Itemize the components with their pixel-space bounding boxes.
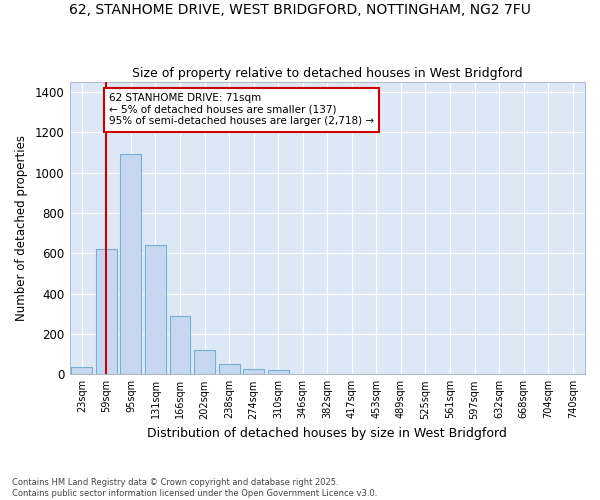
Text: 62 STANHOME DRIVE: 71sqm
← 5% of detached houses are smaller (137)
95% of semi-d: 62 STANHOME DRIVE: 71sqm ← 5% of detache… <box>109 93 374 126</box>
Text: Contains HM Land Registry data © Crown copyright and database right 2025.
Contai: Contains HM Land Registry data © Crown c… <box>12 478 377 498</box>
Bar <box>194 350 215 374</box>
Bar <box>121 154 142 374</box>
Bar <box>96 250 117 374</box>
Bar <box>218 364 239 374</box>
Bar <box>71 368 92 374</box>
Bar <box>243 370 264 374</box>
Bar <box>145 246 166 374</box>
Bar <box>170 316 190 374</box>
Bar <box>268 370 289 374</box>
Y-axis label: Number of detached properties: Number of detached properties <box>15 135 28 321</box>
X-axis label: Distribution of detached houses by size in West Bridgford: Distribution of detached houses by size … <box>148 427 507 440</box>
Title: Size of property relative to detached houses in West Bridgford: Size of property relative to detached ho… <box>132 66 523 80</box>
Text: 62, STANHOME DRIVE, WEST BRIDGFORD, NOTTINGHAM, NG2 7FU: 62, STANHOME DRIVE, WEST BRIDGFORD, NOTT… <box>69 2 531 16</box>
